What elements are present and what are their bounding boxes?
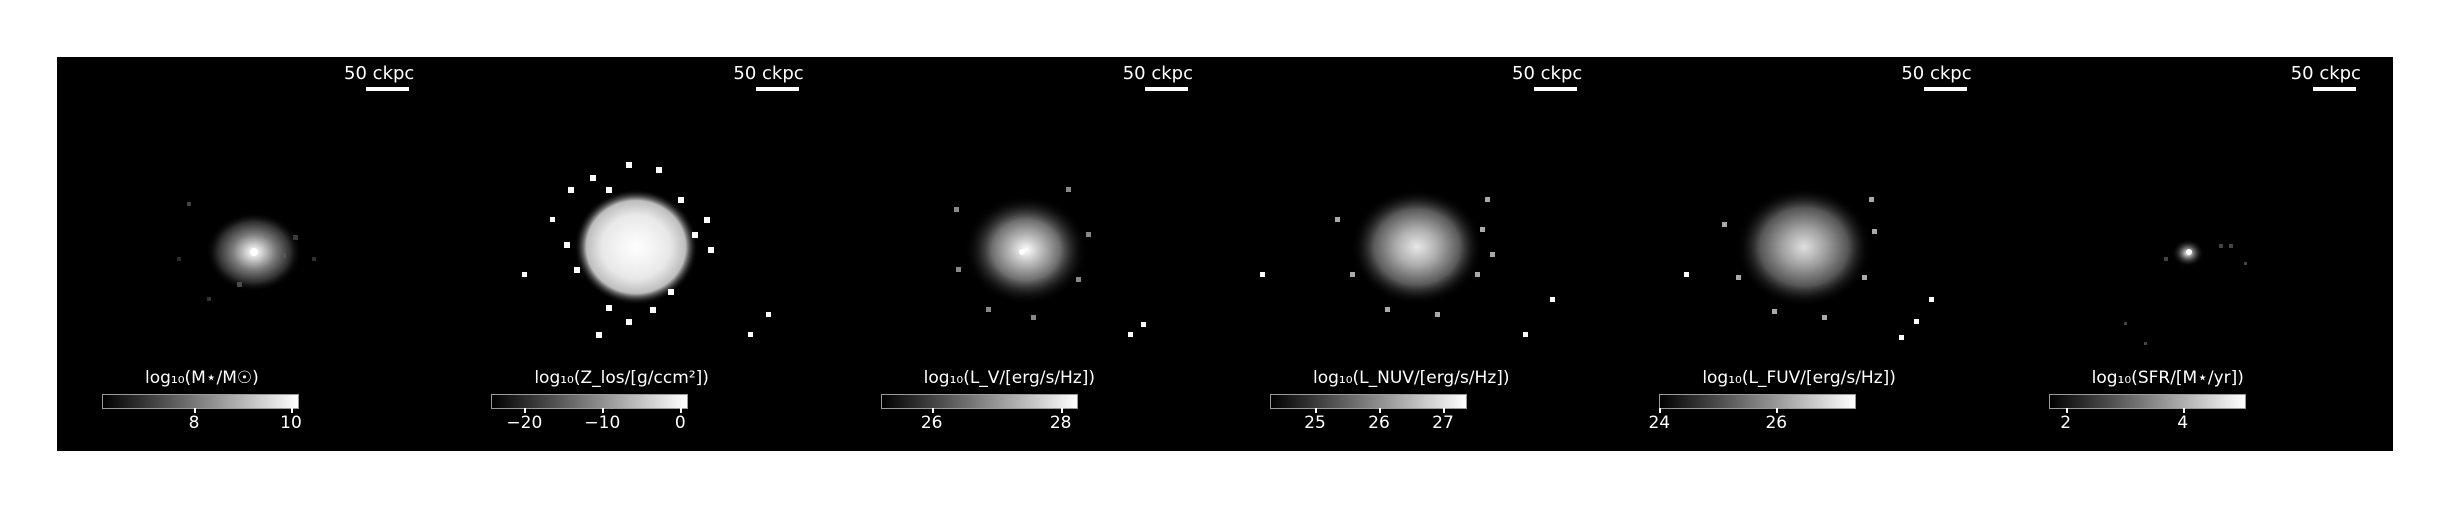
colorbar-title: log₁₀(Z_los/[g/ccm²]) (534, 368, 709, 388)
panel-metallicity: 50 ckpc (446, 57, 835, 451)
scale-bar (1144, 87, 1188, 91)
scale-bar-label: 50 ckpc (1901, 63, 1972, 84)
panel-sfr: 50 ckpc log₁₀(SFR/[M⋆/yr]) 2 4 (2004, 57, 2393, 451)
colorbar-tick (194, 408, 196, 413)
colorbar-title: log₁₀(M⋆/M☉) (145, 368, 259, 388)
scale-bar-label: 50 ckpc (1122, 63, 1193, 84)
galaxy-image (1684, 187, 1935, 340)
galaxy-image (522, 162, 772, 338)
galaxy-image (953, 187, 1146, 337)
colorbar-tick-label: −10 (584, 413, 621, 433)
colorbar-tick (931, 408, 934, 413)
colorbar-tick (2065, 408, 2068, 413)
scale-bar-label: 50 ckpc (344, 63, 415, 84)
colorbar (1659, 394, 1857, 409)
colorbar-tick-label: −20 (506, 413, 543, 433)
colorbar-tick-label: 8 (188, 413, 200, 433)
colorbar-tick (680, 408, 683, 413)
colorbar-tick (1060, 408, 1063, 413)
colorbar-tick (2182, 408, 2185, 413)
panel-lum-fuv: 50 ckpc log₁₀(L_ (1614, 57, 2003, 451)
colorbar-tick-label: 26 (920, 413, 943, 433)
colorbar-tick-label: 25 (1304, 413, 1326, 433)
colorbar-title: log₁₀(L_FUV/[erg/s/Hz]) (1702, 368, 1896, 388)
colorbar-tick-label: 4 (2177, 413, 2189, 433)
panel-lum-v: 50 ckpc log₁₀(L_V/ (836, 57, 1225, 451)
scale-bar (755, 87, 799, 91)
scale-bar-label: 50 ckpc (733, 63, 804, 84)
panel-stellar-mass: 50 ckpc log₁₀(M⋆/M☉) (57, 57, 446, 451)
colorbar (102, 394, 299, 409)
colorbar-title: log₁₀(L_V/[erg/s/Hz]) (923, 368, 1096, 388)
colorbar-title: log₁₀(L_NUV/[erg/s/Hz]) (1312, 368, 1510, 388)
image-strip: 50 ckpc log₁₀(M⋆/M☉) (57, 57, 2393, 451)
scale-bar (366, 87, 410, 91)
colorbar-tick (1659, 408, 1662, 413)
colorbar-tick-label: 26 (1368, 413, 1390, 433)
colorbar-tick-label: 0 (674, 413, 686, 433)
colorbar-tick (1442, 408, 1445, 413)
colorbar (1269, 394, 1467, 409)
colorbar-tick-label: 28 (1049, 413, 1072, 433)
galaxy-image (2123, 239, 2247, 345)
scale-bar (1534, 87, 1578, 91)
colorbar-tick-label: 24 (1648, 413, 1671, 433)
colorbar-tick-label: 2 (2060, 413, 2072, 433)
colorbar-tick (1314, 408, 1317, 413)
colorbar (491, 394, 689, 409)
colorbar-tick-label: 10 (280, 413, 302, 433)
galaxy-image (1259, 189, 1555, 337)
panel-lum-nuv: 50 ckpc log₁₀(L_ (1225, 57, 1614, 451)
colorbar-tick (524, 408, 527, 413)
colorbar-tick-label: 26 (1765, 413, 1788, 433)
galaxy-image (177, 202, 316, 301)
colorbar-tick-label: 27 (1432, 413, 1454, 433)
colorbar-tick (1378, 408, 1381, 413)
scale-bar (1923, 87, 1967, 91)
colorbar (880, 394, 1078, 409)
scale-bar-label: 50 ckpc (2290, 63, 2361, 84)
colorbar-tick (602, 408, 605, 413)
scale-bar (2312, 87, 2356, 91)
colorbar-tick (1776, 408, 1779, 413)
colorbar-title: log₁₀(SFR/[M⋆/yr]) (2091, 368, 2244, 388)
colorbar-tick (291, 408, 293, 413)
colorbar (2048, 394, 2246, 409)
scale-bar-label: 50 ckpc (1512, 63, 1583, 84)
